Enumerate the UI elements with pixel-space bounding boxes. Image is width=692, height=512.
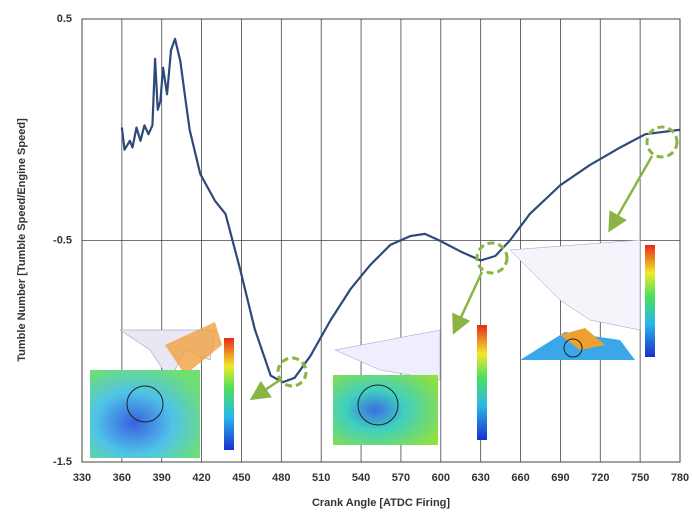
callout-arrow [456,272,482,328]
insets [90,127,677,458]
x-tick-label: 390 [153,472,171,484]
chart: 330 360 390 420 450 480 510 540 570 600 630 660 690 7… [0,0,692,512]
x-tick-label: 420 [192,472,210,484]
inset-colorbar [477,325,487,440]
x-axis-label: Crank Angle [ATDC Firing] [312,497,450,509]
x-tick-label: 450 [232,472,250,484]
inset-port [510,240,640,330]
inset-field [90,370,200,458]
inset-colorbar [224,338,234,450]
inset-field [333,375,438,445]
y-axis-label: Tumble Number [Tumble Speed/Engine Speed… [16,118,28,362]
x-tick-label: 780 [671,472,689,484]
x-tick-label: 720 [591,472,609,484]
x-tick-label: 480 [272,472,290,484]
x-tick-label: 630 [471,472,489,484]
inset-colorbar [645,245,655,357]
x-tick-label: 510 [312,472,330,484]
x-tick-label: 750 [631,472,649,484]
y-tick-label: -0.5 [53,234,72,246]
x-tick-label: 330 [73,472,91,484]
y-tick-label: 0.5 [57,13,72,25]
y-tick-label: -1.5 [53,456,72,468]
x-tick-label: 660 [511,472,529,484]
callout-arrow [612,156,652,226]
x-tick-label: 360 [113,472,131,484]
x-tick-label: 600 [432,472,450,484]
x-tick-label: 690 [551,472,569,484]
inset-port [335,330,440,380]
callout-arrow [256,380,280,396]
x-tick-label: 570 [392,472,410,484]
x-tick-label: 540 [352,472,370,484]
